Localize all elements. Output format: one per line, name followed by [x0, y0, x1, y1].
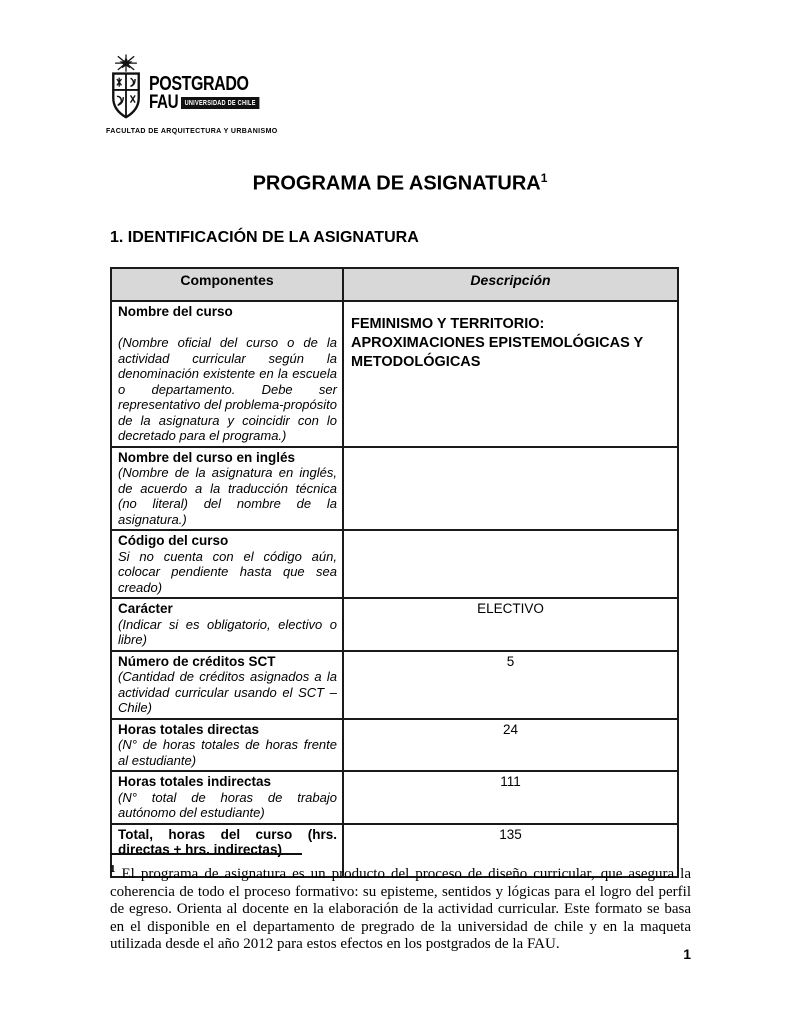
logo-fau-row: FAU UNIVERSIDAD DE CHILE — [149, 92, 260, 113]
logo-row: POSTGRADO FAU UNIVERSIDAD DE CHILE — [106, 54, 287, 124]
column-header-componentes: Componentes — [110, 267, 344, 302]
value-course-name-english — [342, 445, 679, 531]
document-title: PROGRAMA DE ASIGNATURA1 — [0, 171, 800, 196]
value-horas-directas: 24 — [342, 717, 679, 772]
component-cell: Número de créditos SCT (Cantidad de créd… — [110, 649, 344, 720]
table-header-row: Componentes Descripción — [110, 267, 679, 302]
component-cell: Nombre del curso (Nombre oficial del cur… — [110, 300, 344, 448]
document-title-text: PROGRAMA DE ASIGNATURA — [252, 172, 541, 195]
footnote-ref-number: 1 — [110, 863, 116, 875]
component-note: Si no cuenta con el código aún, colocar … — [118, 548, 337, 595]
component-note: (Nombre de la asignatura en inglés, de a… — [118, 465, 337, 527]
component-cell: Horas totales indirectas (N° total de ho… — [110, 770, 344, 825]
logo-facultad-text: FACULTAD DE ARQUITECTURA Y URBANISMO — [106, 128, 278, 135]
logo-postgrado-text: POSTGRADO — [149, 73, 249, 95]
value-course-code — [342, 529, 679, 599]
logo-text-column: POSTGRADO FAU UNIVERSIDAD DE CHILE — [149, 73, 287, 113]
identification-table: Componentes Descripción Nombre del curso… — [110, 267, 679, 878]
component-note: (Indicar si es obligatorio, electivo o l… — [118, 616, 337, 648]
section-heading: 1. IDENTIFICACIÓN DE LA ASIGNATURA — [110, 229, 419, 246]
table-row-creditos-sct: Número de créditos SCT (Cantidad de créd… — [110, 649, 679, 720]
component-cell: Nombre del curso en inglés (Nombre de la… — [110, 445, 344, 531]
component-title: Código del curso — [118, 533, 229, 548]
component-cell: Horas totales directas (N° de horas tota… — [110, 717, 344, 772]
table-row-nombre-en-ingles: Nombre del curso en inglés (Nombre de la… — [110, 445, 679, 531]
component-title: Número de créditos SCT — [118, 653, 276, 669]
value-total-horas: 135 — [342, 822, 679, 878]
table-row-codigo-del-curso: Código del curso Si no cuenta con el cód… — [110, 529, 679, 599]
component-cell: Código del curso Si no cuenta con el cód… — [110, 529, 344, 599]
component-cell: Total, horas del curso (hrs. directas + … — [110, 822, 344, 878]
university-crest-icon — [112, 54, 140, 119]
logo-universidad-badge: UNIVERSIDAD DE CHILE — [180, 97, 260, 109]
table-row-nombre-del-curso: Nombre del curso (Nombre oficial del cur… — [110, 300, 679, 448]
footnote: 1 El programa de asignatura es un produc… — [110, 861, 691, 954]
table-row-horas-indirectas: Horas totales indirectas (N° total de ho… — [110, 770, 679, 825]
component-note: (Nombre oficial del curso o de la activi… — [118, 335, 337, 443]
value-course-name: FEMINISMO Y TERRITORIO: APROXIMACIONES E… — [342, 300, 679, 448]
component-note: (Cantidad de créditos asignados a la act… — [118, 669, 337, 715]
component-title: Nombre del curso en inglés — [118, 449, 296, 465]
table-row-horas-directas: Horas totales directas (N° de horas tota… — [110, 717, 679, 772]
footnote-text: El programa de asignatura es un producto… — [110, 866, 692, 952]
value-creditos-sct: 5 — [342, 649, 679, 720]
value-caracter: ELECTIVO — [342, 597, 679, 652]
table-row-total-horas: Total, horas del curso (hrs. directas + … — [110, 822, 679, 878]
component-title: Carácter — [118, 601, 173, 616]
component-note: (N° de horas totales de horas frente al … — [118, 737, 337, 768]
component-note: (N° total de horas de trabajo autónomo d… — [118, 789, 337, 821]
value-horas-indirectas: 111 — [342, 770, 679, 825]
component-cell: Carácter (Indicar si es obligatorio, ele… — [110, 597, 344, 652]
footnote-separator — [110, 853, 302, 855]
component-title: Horas totales directas — [118, 721, 260, 737]
table-row-caracter: Carácter (Indicar si es obligatorio, ele… — [110, 597, 679, 652]
university-logo: POSTGRADO FAU UNIVERSIDAD DE CHILE FACUL… — [106, 54, 287, 135]
page-number: 1 — [683, 946, 691, 962]
component-title: Horas totales indirectas — [118, 774, 272, 789]
column-header-descripcion: Descripción — [342, 267, 679, 302]
document-title-footnote-ref: 1 — [540, 171, 548, 185]
logo-fau-text: FAU — [149, 92, 179, 113]
component-title: Nombre del curso — [118, 304, 233, 319]
